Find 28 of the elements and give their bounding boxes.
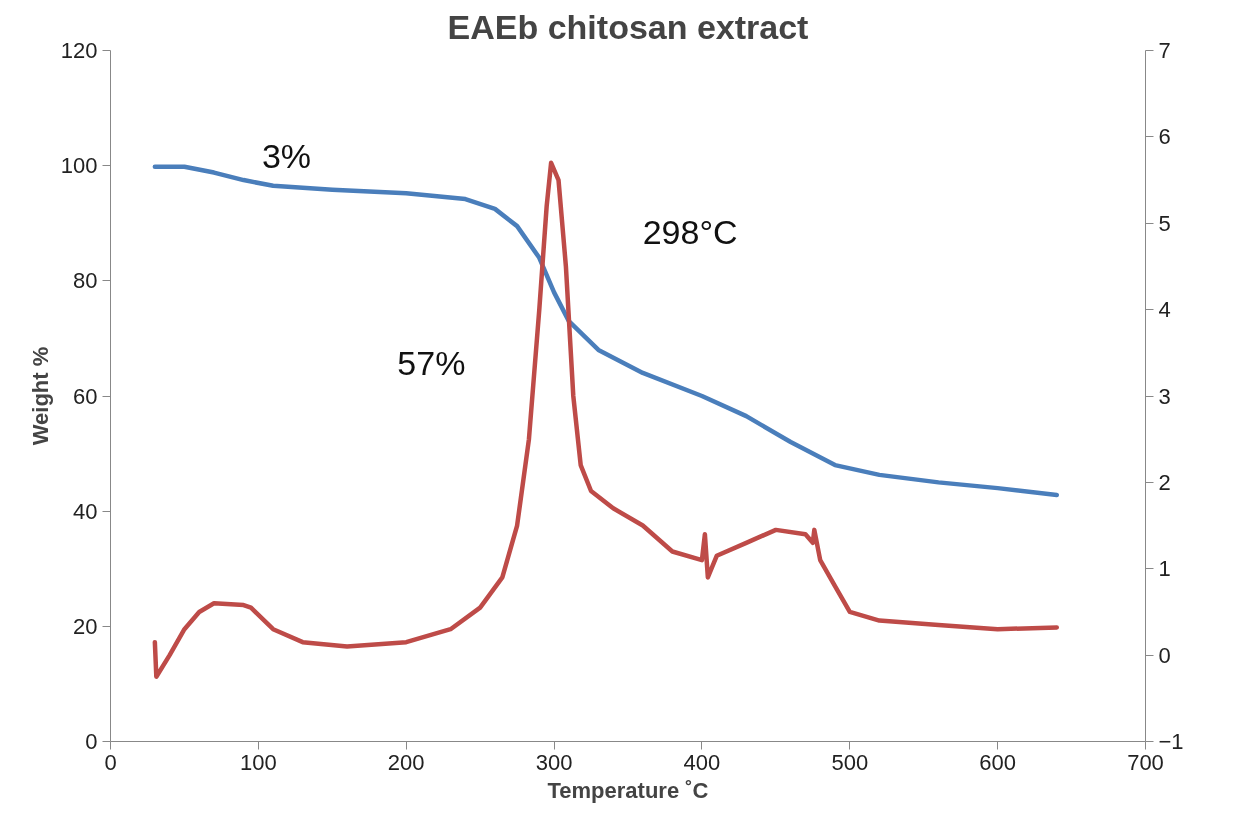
x-tick-label: 200	[387, 749, 425, 775]
x-axis-title: Temperature ˚C	[547, 777, 709, 803]
x-tick-label: 400	[683, 749, 721, 775]
y-tick-label: 40	[73, 498, 98, 524]
y2-tick-label: 6	[1158, 124, 1171, 150]
y-tick-label: 0	[85, 729, 98, 754]
annotation: 298°C	[642, 212, 738, 251]
y-axis-title: Weight %	[27, 346, 53, 446]
y2-tick-label: 2	[1158, 469, 1171, 495]
y-tick-label: 100	[60, 153, 98, 179]
annotation: 57%	[397, 344, 466, 383]
y2-tick-label: 5	[1158, 210, 1171, 236]
annotation: 3%	[261, 136, 312, 175]
y2-tick-label: 3	[1158, 383, 1171, 409]
x-tick-label: 600	[979, 749, 1017, 775]
y-tick-label: 60	[73, 383, 98, 409]
y-tick-label: 120	[60, 38, 98, 63]
x-tick-label: 0	[104, 749, 117, 775]
y2-tick-label: 1	[1158, 556, 1171, 582]
y2-tick-label: 0	[1158, 642, 1171, 668]
x-tick-label: 500	[831, 749, 869, 775]
y-tick-label: 20	[73, 613, 98, 639]
x-tick-label: 100	[240, 749, 277, 775]
y2-tick-label: 7	[1158, 38, 1171, 63]
x-tick-label: 300	[535, 749, 573, 775]
y-tick-label: 80	[73, 268, 98, 294]
chart-title: EAEb chitosan extract	[447, 7, 809, 46]
y2-tick-label: 4	[1158, 297, 1171, 323]
